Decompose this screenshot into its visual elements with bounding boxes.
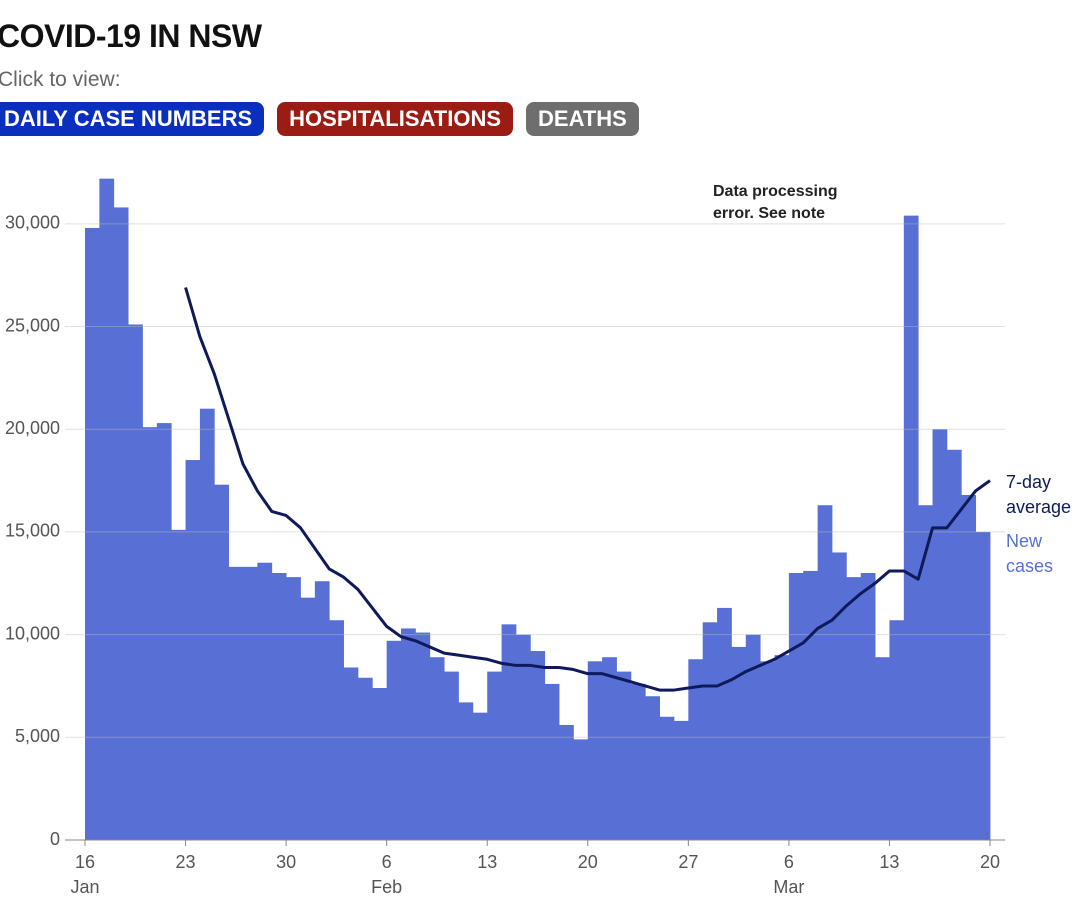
bar [544, 683, 560, 840]
bar [659, 716, 675, 840]
bar [271, 573, 287, 840]
y-tick-label: 0 [50, 829, 60, 849]
bar [286, 577, 301, 840]
bar [946, 449, 962, 840]
bar [85, 227, 100, 840]
bar [515, 634, 531, 840]
chart-title: COVID-19 IN NSW [0, 18, 262, 54]
bar [846, 577, 862, 840]
x-tick-label: 13 [477, 852, 497, 872]
x-month-label: Mar [773, 877, 804, 897]
bar [645, 696, 661, 840]
bar [142, 427, 158, 840]
bar [300, 597, 316, 840]
bar [99, 178, 115, 840]
bar [401, 628, 416, 840]
bar [817, 505, 833, 840]
bar [702, 622, 718, 840]
bar [688, 659, 704, 840]
bar [932, 429, 948, 840]
x-tick-label: 30 [276, 852, 296, 872]
legend-entry: 7-day average [1006, 472, 1072, 517]
bar [113, 207, 129, 840]
bar [458, 702, 474, 840]
bar [573, 739, 589, 840]
bar [774, 655, 790, 840]
bar [745, 634, 761, 840]
bar [559, 724, 574, 840]
y-tick-label: 30,000 [5, 213, 60, 233]
bar [831, 552, 847, 840]
bar [228, 566, 244, 840]
bar [171, 529, 186, 840]
bar [975, 531, 991, 840]
bar [257, 562, 273, 840]
bar [731, 646, 747, 840]
bar [602, 657, 617, 840]
y-tick-label: 10,000 [5, 623, 60, 643]
bar [214, 484, 230, 840]
bar [961, 494, 977, 840]
x-tick-label: 6 [382, 852, 392, 872]
view-button[interactable]: HOSPITALISATIONS [277, 102, 514, 136]
bar [472, 712, 488, 840]
bar [329, 620, 344, 840]
x-tick-label: 20 [980, 852, 1000, 872]
bar [243, 566, 258, 840]
bar [630, 683, 646, 840]
bar [875, 657, 890, 840]
bar [501, 624, 517, 840]
bar [444, 671, 459, 840]
bar [199, 408, 215, 840]
bar [803, 570, 819, 840]
annotation: Data processing error. See note [713, 183, 838, 222]
x-tick-label: 6 [784, 852, 794, 872]
y-tick-label: 20,000 [5, 418, 60, 438]
x-tick-label: 23 [176, 852, 196, 872]
bar [889, 620, 905, 840]
legend-entry: New cases [1006, 531, 1054, 576]
x-tick-label: 13 [879, 852, 899, 872]
x-month-label: Feb [371, 877, 402, 897]
bar [587, 661, 603, 840]
bar [530, 651, 546, 840]
bar [860, 573, 876, 840]
x-tick-label: 27 [678, 852, 698, 872]
bar [788, 573, 804, 840]
bar [429, 657, 445, 840]
bar [760, 661, 775, 840]
bar [918, 505, 933, 840]
x-month-label: Jan [70, 877, 99, 897]
average-line [184, 287, 991, 692]
bar [372, 688, 388, 840]
bar [185, 460, 201, 840]
x-tick-label: 16 [75, 852, 95, 872]
bar [343, 667, 359, 840]
button-group: DAILY CASE NUMBERS HOSPITALISATIONS DEATHS [0, 102, 639, 136]
view-button[interactable]: DEATHS [526, 102, 639, 136]
bar [415, 632, 431, 840]
bar [616, 671, 632, 840]
prompt: Click to view: [0, 68, 121, 91]
view-button[interactable]: DAILY CASE NUMBERS [0, 102, 265, 136]
bar [487, 671, 502, 840]
y-tick-label: 5,000 [15, 726, 60, 746]
bar [717, 607, 732, 840]
bar [128, 324, 143, 840]
bar [357, 677, 373, 840]
bar [386, 640, 402, 840]
bar [156, 423, 172, 840]
y-tick-label: 15,000 [5, 521, 60, 541]
y-tick-label: 25,000 [5, 315, 60, 335]
bar [314, 581, 330, 840]
bar [673, 720, 689, 840]
x-tick-label: 20 [578, 852, 598, 872]
bar [903, 215, 919, 841]
